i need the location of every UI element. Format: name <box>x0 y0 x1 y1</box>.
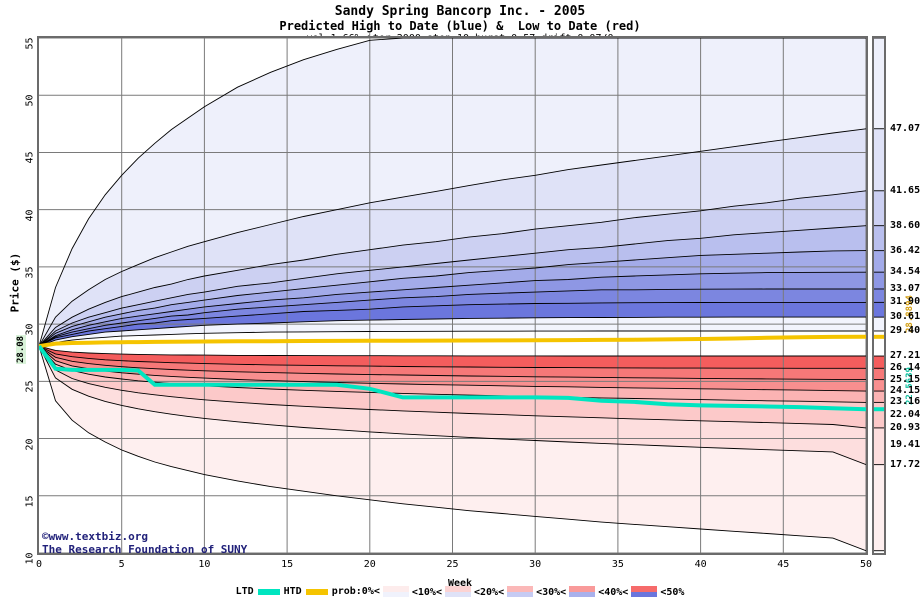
right-margin-strip <box>872 36 886 555</box>
x-axis-tick: 10 <box>198 559 211 570</box>
right-price-label: 29.40 <box>890 324 920 336</box>
credit-block: ©www.textbiz.org The Research Foundation… <box>42 530 247 556</box>
legend-ltd-label: LTD <box>235 586 254 598</box>
y-axis-tick: 30 <box>24 323 36 336</box>
right-price-label: 33.07 <box>890 282 920 294</box>
legend-swatch <box>631 586 658 597</box>
legend-swatch <box>382 586 409 597</box>
x-axis-tick: 30 <box>529 559 542 570</box>
legend-band-label: <50% <box>660 586 685 598</box>
legend-swatch <box>507 586 534 597</box>
x-axis-tick: 5 <box>118 559 125 570</box>
right-price-label: 17.72 <box>890 458 920 470</box>
right-price-label: 19.41 <box>890 439 920 451</box>
right-price-label: 41.65 <box>890 184 920 196</box>
y-axis-tick: 15 <box>24 495 36 508</box>
credit-line-2: The Research Foundation of SUNY <box>42 543 248 556</box>
plot-area <box>37 36 868 555</box>
legend-band-label: <10%< <box>411 586 442 598</box>
right-price-label: 31.90 <box>890 296 920 308</box>
plot-canvas <box>39 38 866 553</box>
chart-legend: LTD HTD prob:0%< <10%< <20%< <30%< <40%< <50… <box>0 586 920 598</box>
x-axis-tick: 50 <box>859 559 873 570</box>
x-axis-tick: 20 <box>363 559 376 570</box>
chart-title: Sandy Spring Bancorp Inc. - 2005 <box>334 4 586 19</box>
right-price-label: 24.15 <box>890 385 920 397</box>
x-axis-tick: 15 <box>281 559 294 570</box>
x-axis-tick: 0 <box>35 559 43 570</box>
right-price-label: 47.07 <box>890 122 920 134</box>
y-axis-tick: 20 <box>24 438 36 451</box>
right-price-label: 26.14 <box>890 362 920 374</box>
legend-swatch <box>569 586 596 597</box>
legend-htd-label: HTD <box>283 586 302 598</box>
legend-band-label: <40%< <box>598 586 629 598</box>
legend-swatch <box>444 586 471 597</box>
chart-subtitle: Predicted High to Date (blue) & Low to D… <box>279 19 641 33</box>
legend-band-group: <10%< <20%< <30%< <40%< <50% <box>381 586 686 598</box>
y-axis-tick: 50 <box>24 94 36 107</box>
x-axis-title: Week <box>447 578 473 589</box>
y-axis-tick: 45 <box>24 151 36 164</box>
y-axis-tick: 25 <box>24 380 36 393</box>
right-price-label: 27.21 <box>890 350 920 362</box>
y-axis-tick: 40 <box>24 209 36 222</box>
x-axis-tick: 35 <box>611 559 624 570</box>
legend-ltd-line <box>257 588 280 595</box>
y-axis-title: Price ($) <box>8 252 22 313</box>
legend-prob-label: prob:0%< <box>331 586 380 598</box>
right-price-label: 30.61 <box>890 311 920 323</box>
right-price-label: 20.93 <box>890 421 920 433</box>
x-axis-tick: 45 <box>777 559 790 570</box>
right-price-label: 25.15 <box>890 373 920 385</box>
x-axis-tick: 25 <box>446 559 459 570</box>
legend-htd-line <box>305 588 328 595</box>
right-price-label: 23.16 <box>890 396 920 408</box>
right-price-label: 36.42 <box>890 244 920 256</box>
y-axis-tick: 55 <box>24 37 36 50</box>
legend-band-label: <20%< <box>473 586 505 598</box>
right-price-label: 22.04 <box>890 409 920 421</box>
right-price-label: 38.60 <box>890 219 920 231</box>
credit-line-1: ©www.textbiz.org <box>42 530 148 543</box>
right-price-label: 34.54 <box>890 266 920 278</box>
right-strip-canvas <box>874 38 884 552</box>
y-axis-tick: 35 <box>24 266 36 279</box>
x-axis-tick: 40 <box>694 559 707 570</box>
legend-band-label: <30%< <box>536 586 567 598</box>
